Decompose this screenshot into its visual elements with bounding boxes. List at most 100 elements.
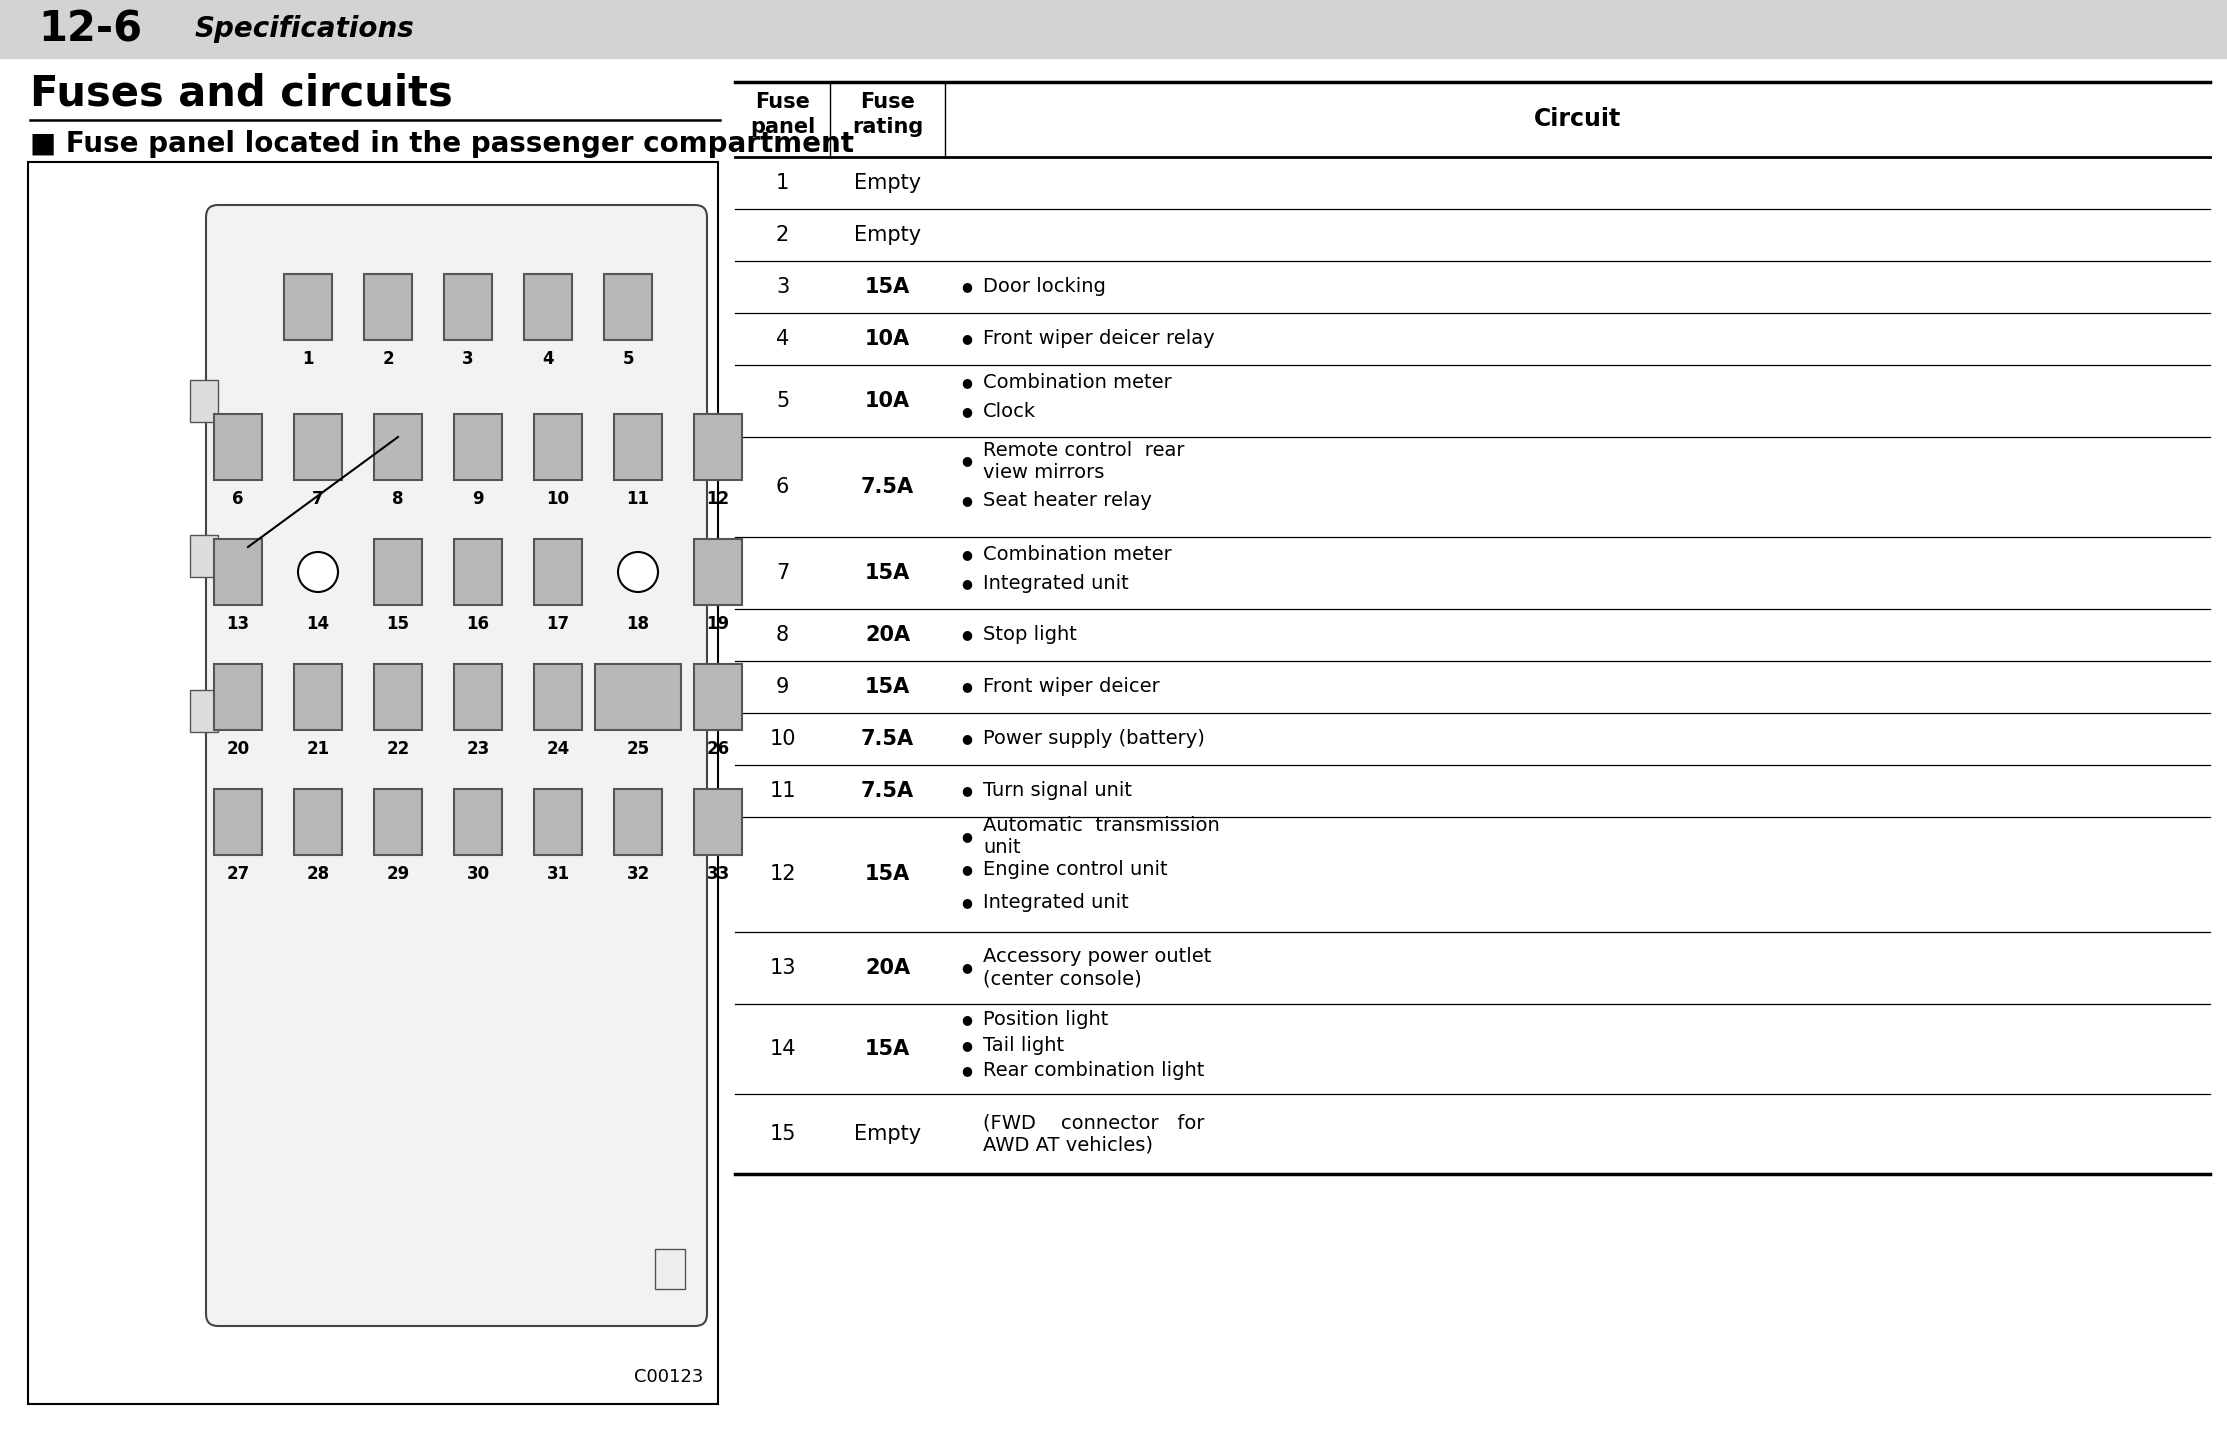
Text: Door locking: Door locking [982, 278, 1107, 296]
Text: 15A: 15A [864, 276, 911, 296]
Bar [534, 789, 581, 855]
Text: Tail light: Tail light [982, 1035, 1065, 1054]
Bar [189, 690, 218, 732]
Bar [534, 414, 581, 480]
Text: Front wiper deicer relay: Front wiper deicer relay [982, 329, 1214, 348]
Text: 7: 7 [775, 563, 788, 583]
Text: 31: 31 [546, 865, 570, 884]
Text: C00123: C00123 [635, 1368, 704, 1386]
Text: Engine control unit: Engine control unit [982, 861, 1167, 879]
Text: 21: 21 [307, 740, 330, 758]
Text: 4: 4 [541, 349, 555, 368]
Text: 25: 25 [626, 740, 650, 758]
Bar [214, 414, 263, 480]
Text: Accessory power outlet
(center console): Accessory power outlet (center console) [982, 948, 1211, 988]
Text: ●: ● [962, 332, 973, 345]
Circle shape [619, 551, 657, 591]
Text: ●: ● [962, 577, 973, 590]
Text: 2: 2 [383, 349, 394, 368]
Text: 11: 11 [768, 780, 795, 800]
Bar [189, 379, 218, 422]
Text: ●: ● [962, 961, 973, 975]
Bar [695, 789, 742, 855]
Text: Combination meter: Combination meter [982, 372, 1171, 392]
FancyBboxPatch shape [207, 205, 706, 1326]
Text: Fuse
panel: Fuse panel [750, 92, 815, 137]
Text: 15: 15 [387, 614, 410, 633]
Text: Combination meter: Combination meter [982, 544, 1171, 564]
Text: 23: 23 [465, 740, 490, 758]
Text: Seat heater relay: Seat heater relay [982, 491, 1151, 510]
Text: 15: 15 [768, 1124, 795, 1144]
Bar [0, 0, 2227, 59]
Text: Clock: Clock [982, 401, 1036, 421]
Text: 15A: 15A [864, 677, 911, 697]
Text: ●: ● [962, 548, 973, 561]
Text: Automatic  transmission
unit: Automatic transmission unit [982, 816, 1220, 858]
Text: 6: 6 [232, 490, 243, 508]
Text: 9: 9 [775, 677, 788, 697]
Text: 30: 30 [465, 865, 490, 884]
Bar [595, 664, 681, 730]
Bar [189, 536, 218, 577]
Bar [374, 789, 421, 855]
Text: 2: 2 [775, 225, 788, 245]
Bar [695, 538, 742, 604]
Text: 12-6: 12-6 [38, 9, 143, 50]
Text: ●: ● [962, 629, 973, 642]
Text: 22: 22 [385, 740, 410, 758]
Text: Empty: Empty [853, 225, 922, 245]
Text: 10A: 10A [864, 391, 911, 411]
Text: Fuses and circuits: Fuses and circuits [29, 72, 452, 115]
Bar [374, 538, 421, 604]
Bar [454, 538, 501, 604]
Text: Turn signal unit: Turn signal unit [982, 782, 1131, 800]
Text: 10A: 10A [864, 329, 911, 349]
FancyBboxPatch shape [29, 162, 717, 1403]
Bar [285, 274, 332, 339]
Text: Empty: Empty [853, 173, 922, 193]
Text: ●: ● [962, 831, 973, 843]
Text: 5: 5 [621, 349, 635, 368]
Text: Specifications: Specifications [196, 14, 414, 43]
Bar [523, 274, 572, 339]
Text: 15A: 15A [864, 563, 911, 583]
Text: 7: 7 [312, 490, 323, 508]
Text: Empty: Empty [853, 1124, 922, 1144]
Text: ●: ● [962, 785, 973, 798]
Bar [655, 1249, 686, 1289]
Text: Fuse
rating: Fuse rating [853, 92, 924, 137]
Bar [214, 538, 263, 604]
Text: 17: 17 [546, 614, 570, 633]
Text: 12: 12 [706, 490, 730, 508]
Bar [294, 789, 343, 855]
Text: 32: 32 [626, 865, 650, 884]
Text: 20A: 20A [864, 958, 911, 978]
Bar [695, 414, 742, 480]
Text: 14: 14 [307, 614, 330, 633]
Text: 1: 1 [303, 349, 314, 368]
Text: 19: 19 [706, 614, 730, 633]
Text: 29: 29 [385, 865, 410, 884]
Bar [363, 274, 412, 339]
Text: 20: 20 [227, 740, 249, 758]
Text: ●: ● [962, 494, 973, 507]
Text: Rear combination light: Rear combination light [982, 1061, 1205, 1080]
Bar [615, 414, 661, 480]
Text: 13: 13 [768, 958, 795, 978]
Text: 12: 12 [768, 865, 795, 885]
Text: 4: 4 [775, 329, 788, 349]
Text: 10: 10 [546, 490, 570, 508]
Text: ●: ● [962, 454, 973, 467]
Text: 16: 16 [465, 614, 490, 633]
Bar [604, 274, 653, 339]
Text: 27: 27 [227, 865, 249, 884]
Text: 10: 10 [768, 729, 795, 749]
Text: ●: ● [962, 405, 973, 418]
Bar [214, 789, 263, 855]
Text: ●: ● [962, 680, 973, 693]
Bar [615, 789, 661, 855]
Text: 6: 6 [775, 477, 788, 497]
Text: 33: 33 [706, 865, 730, 884]
Circle shape [298, 551, 339, 591]
